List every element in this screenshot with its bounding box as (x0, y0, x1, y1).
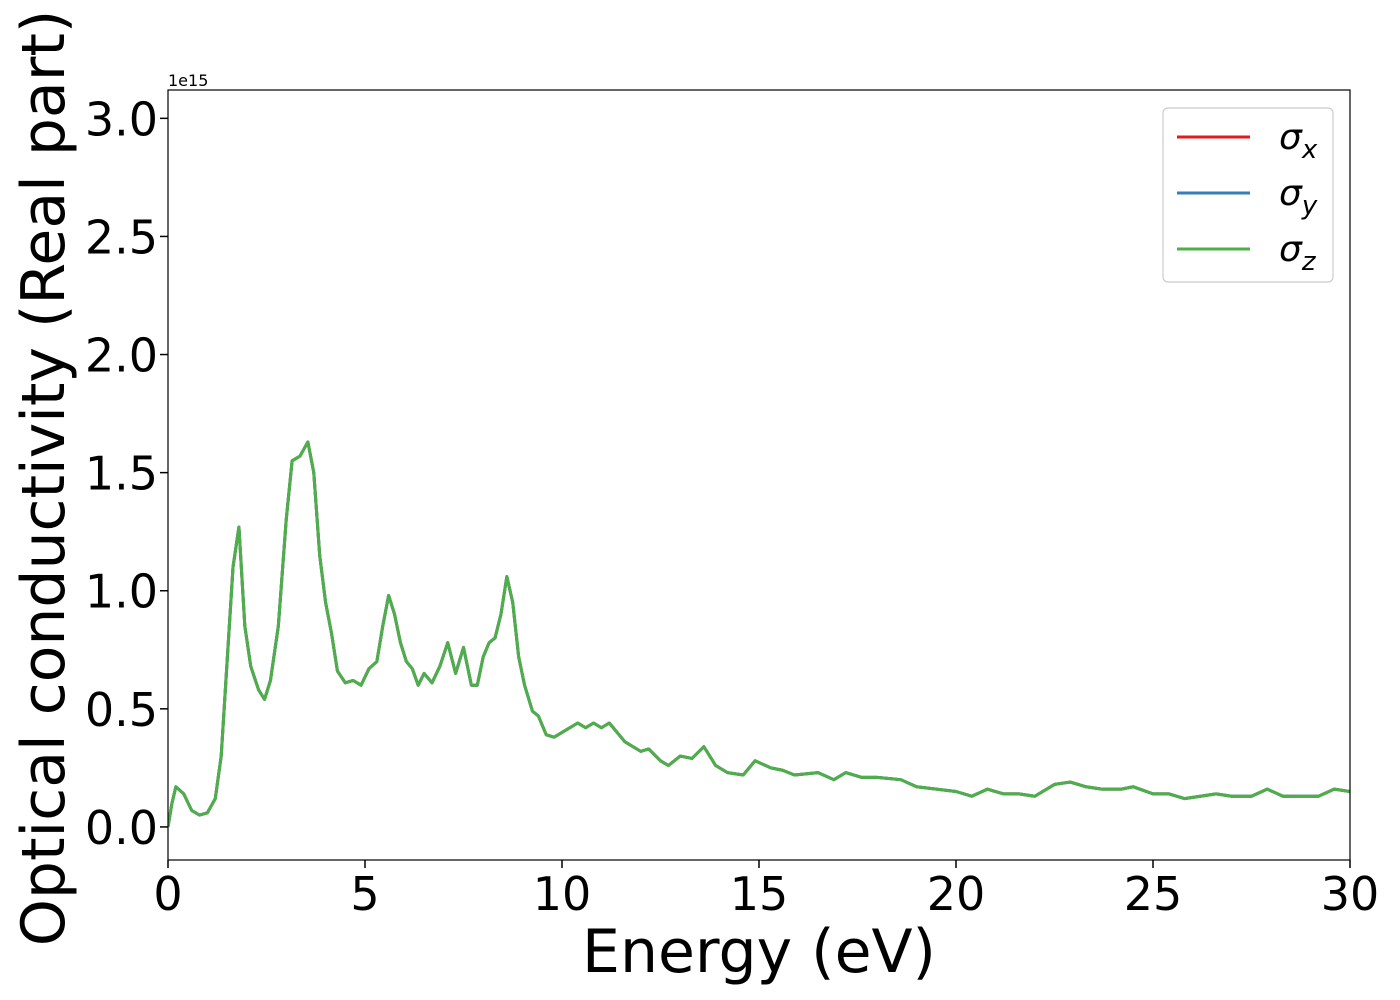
y-tick-label: 0.0 (85, 801, 158, 855)
plot-frame (167, 89, 1351, 861)
legend-label: σy (1279, 173, 1318, 221)
x-tick-label: 15 (730, 867, 789, 921)
x-tick-label: 10 (533, 867, 592, 921)
legend-box (1162, 107, 1334, 283)
offset-label: 1e15 (168, 71, 208, 90)
x-tick-label: 5 (350, 867, 379, 921)
series-line (168, 440, 1350, 828)
y-tick-label: 0.5 (85, 683, 158, 737)
series-line (168, 440, 1350, 828)
x-tick-label: 30 (1321, 867, 1380, 921)
y-tick-label: 2.0 (85, 329, 158, 383)
x-tick-label: 20 (927, 867, 986, 921)
legend-label: σx (1279, 117, 1318, 165)
x-axis-label: Energy (eV) (582, 917, 936, 987)
y-tick-label: 1.0 (85, 565, 158, 619)
y-tick-label: 3.0 (85, 92, 158, 146)
x-tick-label: 25 (1124, 867, 1183, 921)
x-tick-label: 0 (153, 867, 182, 921)
y-tick-label: 2.5 (85, 210, 158, 264)
legend-label: σz (1279, 229, 1317, 277)
series-line (168, 440, 1350, 828)
y-tick-label: 1.5 (85, 447, 158, 501)
y-axis-label: Optical conductivity (Real part) (9, 10, 79, 947)
